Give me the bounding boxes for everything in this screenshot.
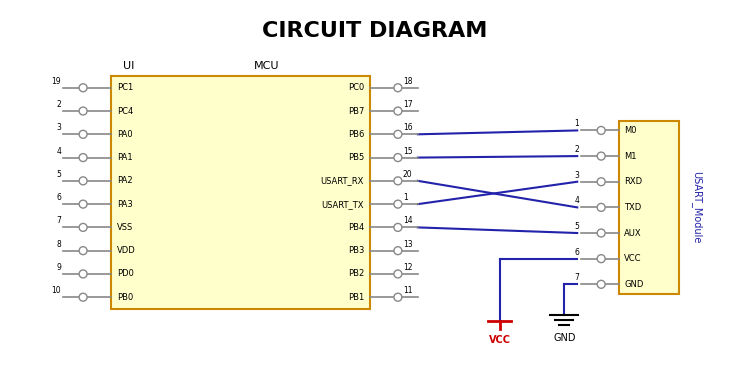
Text: USART_Module: USART_Module: [692, 171, 702, 244]
Circle shape: [79, 200, 87, 208]
Circle shape: [597, 229, 605, 237]
Circle shape: [394, 107, 402, 115]
Circle shape: [394, 200, 402, 208]
Text: 2: 2: [56, 100, 62, 109]
Text: USART_TX: USART_TX: [322, 200, 364, 209]
Text: AUX: AUX: [624, 228, 642, 238]
Circle shape: [79, 293, 87, 301]
Text: GND: GND: [553, 333, 575, 343]
Bar: [111, 76, 370, 309]
Text: PB3: PB3: [348, 246, 364, 255]
Circle shape: [394, 223, 402, 231]
Text: 5: 5: [56, 170, 62, 179]
Text: 3: 3: [574, 171, 579, 180]
Text: PA1: PA1: [117, 153, 133, 162]
Text: 20: 20: [403, 170, 412, 179]
Text: 7: 7: [574, 274, 579, 282]
Text: RXD: RXD: [624, 177, 642, 186]
Text: VCC: VCC: [624, 254, 641, 263]
Circle shape: [79, 223, 87, 231]
Text: USART_RX: USART_RX: [321, 176, 364, 185]
Text: 1: 1: [574, 120, 579, 128]
Text: VCC: VCC: [488, 335, 511, 345]
Text: 15: 15: [403, 147, 412, 155]
Circle shape: [597, 178, 605, 186]
Text: 17: 17: [403, 100, 412, 109]
Text: PB6: PB6: [348, 130, 364, 139]
Circle shape: [394, 130, 402, 138]
Circle shape: [597, 203, 605, 211]
Text: PB1: PB1: [348, 293, 364, 302]
Text: PB7: PB7: [348, 107, 364, 115]
Text: 14: 14: [403, 217, 412, 225]
Text: 6: 6: [574, 248, 579, 257]
Circle shape: [394, 270, 402, 278]
Text: 13: 13: [403, 240, 412, 249]
Text: 16: 16: [403, 123, 412, 132]
Text: PC4: PC4: [117, 107, 134, 115]
Circle shape: [597, 152, 605, 160]
Text: 2: 2: [574, 145, 579, 154]
Text: PB0: PB0: [117, 293, 134, 302]
Text: CIRCUIT DIAGRAM: CIRCUIT DIAGRAM: [262, 21, 488, 41]
Text: MCU: MCU: [254, 61, 279, 71]
Circle shape: [79, 130, 87, 138]
Text: 1: 1: [403, 193, 408, 202]
Text: M1: M1: [624, 152, 637, 160]
Text: PC0: PC0: [348, 83, 364, 92]
Text: 8: 8: [56, 240, 62, 249]
Text: 5: 5: [574, 222, 579, 231]
Text: PA2: PA2: [117, 176, 133, 185]
Text: PA0: PA0: [117, 130, 133, 139]
Text: 6: 6: [56, 193, 62, 202]
Circle shape: [79, 84, 87, 92]
Circle shape: [79, 270, 87, 278]
Text: UI: UI: [123, 61, 134, 71]
Text: 11: 11: [403, 286, 412, 295]
Text: 12: 12: [403, 263, 412, 272]
Circle shape: [394, 84, 402, 92]
Circle shape: [394, 293, 402, 301]
Circle shape: [79, 107, 87, 115]
Text: TXD: TXD: [624, 203, 641, 212]
Text: 10: 10: [52, 286, 62, 295]
Circle shape: [394, 177, 402, 185]
Text: PC1: PC1: [117, 83, 134, 92]
Text: PA3: PA3: [117, 200, 133, 209]
Text: GND: GND: [624, 280, 644, 289]
Text: 9: 9: [56, 263, 62, 272]
Text: VSS: VSS: [117, 223, 134, 232]
Circle shape: [394, 154, 402, 162]
Text: 3: 3: [56, 123, 62, 132]
Circle shape: [79, 154, 87, 162]
Text: 19: 19: [52, 77, 62, 86]
Text: 4: 4: [56, 147, 62, 155]
Circle shape: [597, 126, 605, 134]
Text: PB2: PB2: [348, 269, 364, 278]
Text: 7: 7: [56, 217, 62, 225]
Circle shape: [79, 247, 87, 255]
Circle shape: [79, 177, 87, 185]
Circle shape: [597, 255, 605, 263]
Text: 4: 4: [574, 196, 579, 206]
Bar: [619, 120, 679, 294]
Text: M0: M0: [624, 126, 637, 135]
Circle shape: [597, 280, 605, 288]
Circle shape: [394, 247, 402, 255]
Text: PB4: PB4: [348, 223, 364, 232]
Text: 18: 18: [403, 77, 412, 86]
Text: PB5: PB5: [348, 153, 364, 162]
Text: VDD: VDD: [117, 246, 136, 255]
Text: PD0: PD0: [117, 269, 134, 278]
